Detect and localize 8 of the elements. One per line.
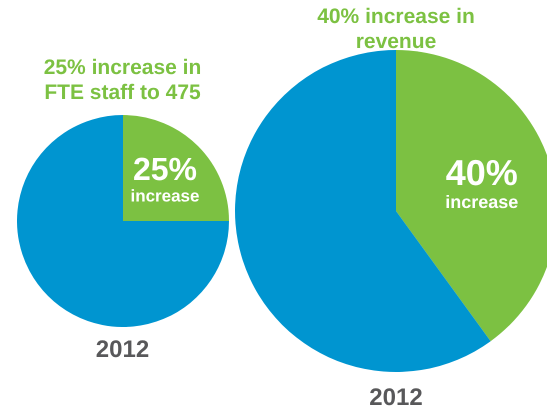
slice-label: increase <box>445 192 518 212</box>
chart-title: 40% increase in revenue <box>316 4 476 54</box>
slice-label: increase <box>130 186 199 206</box>
chart-title: 25% increase in FTE staff to 475 <box>42 55 202 105</box>
data-label: 40% <box>446 152 518 193</box>
text: 2012 <box>94 336 150 364</box>
text: 2012 <box>368 384 424 412</box>
data-label: 25% <box>132 151 196 188</box>
